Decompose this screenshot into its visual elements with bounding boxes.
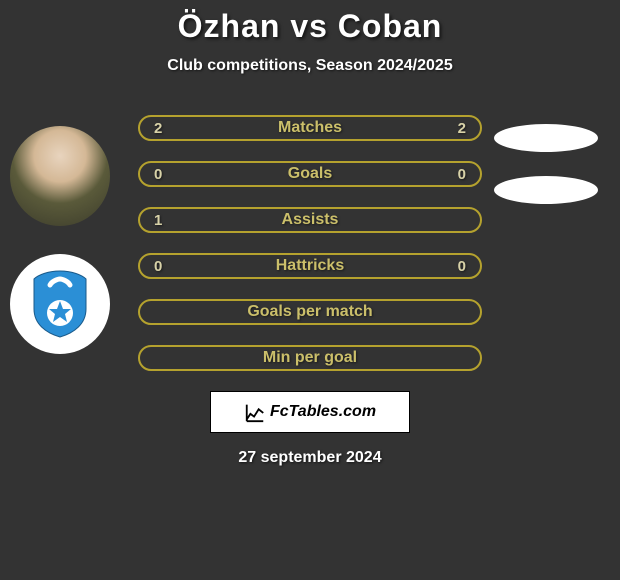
stat-left-value: 2	[154, 120, 162, 137]
brand-chart-icon	[244, 401, 266, 423]
brand-box[interactable]: FcTables.com	[210, 391, 410, 433]
stat-left-value: 0	[154, 258, 162, 275]
page-title: Özhan vs Coban	[0, 8, 620, 45]
stat-label: Matches	[140, 119, 480, 137]
stat-left-value: 0	[154, 166, 162, 183]
right-ellipse-2	[494, 176, 598, 204]
stat-row: 0Goals0	[138, 161, 482, 187]
stat-label: Goals	[140, 165, 480, 183]
stat-label: Hattricks	[140, 257, 480, 275]
stat-label: Assists	[140, 211, 480, 229]
subtitle: Club competitions, Season 2024/2025	[0, 57, 620, 75]
stat-left-value: 1	[154, 212, 162, 229]
comparison-card: Özhan vs Coban Club competitions, Season…	[0, 0, 620, 467]
date-label: 27 september 2024	[0, 449, 620, 467]
stat-row: 1Assists	[138, 207, 482, 233]
stat-label: Min per goal	[140, 349, 480, 367]
stat-row: 0Hattricks0	[138, 253, 482, 279]
team-badge-avatar	[10, 254, 110, 354]
stat-right-value: 0	[458, 166, 466, 183]
stat-row: Goals per match	[138, 299, 482, 325]
stat-row: Min per goal	[138, 345, 482, 371]
brand-label: FcTables.com	[270, 403, 376, 421]
stat-right-value: 0	[458, 258, 466, 275]
right-ellipse-1	[494, 124, 598, 152]
team-badge-icon	[30, 269, 90, 339]
stat-row: 2Matches2	[138, 115, 482, 141]
stat-label: Goals per match	[140, 303, 480, 321]
player-avatar	[10, 126, 110, 226]
stat-right-value: 2	[458, 120, 466, 137]
